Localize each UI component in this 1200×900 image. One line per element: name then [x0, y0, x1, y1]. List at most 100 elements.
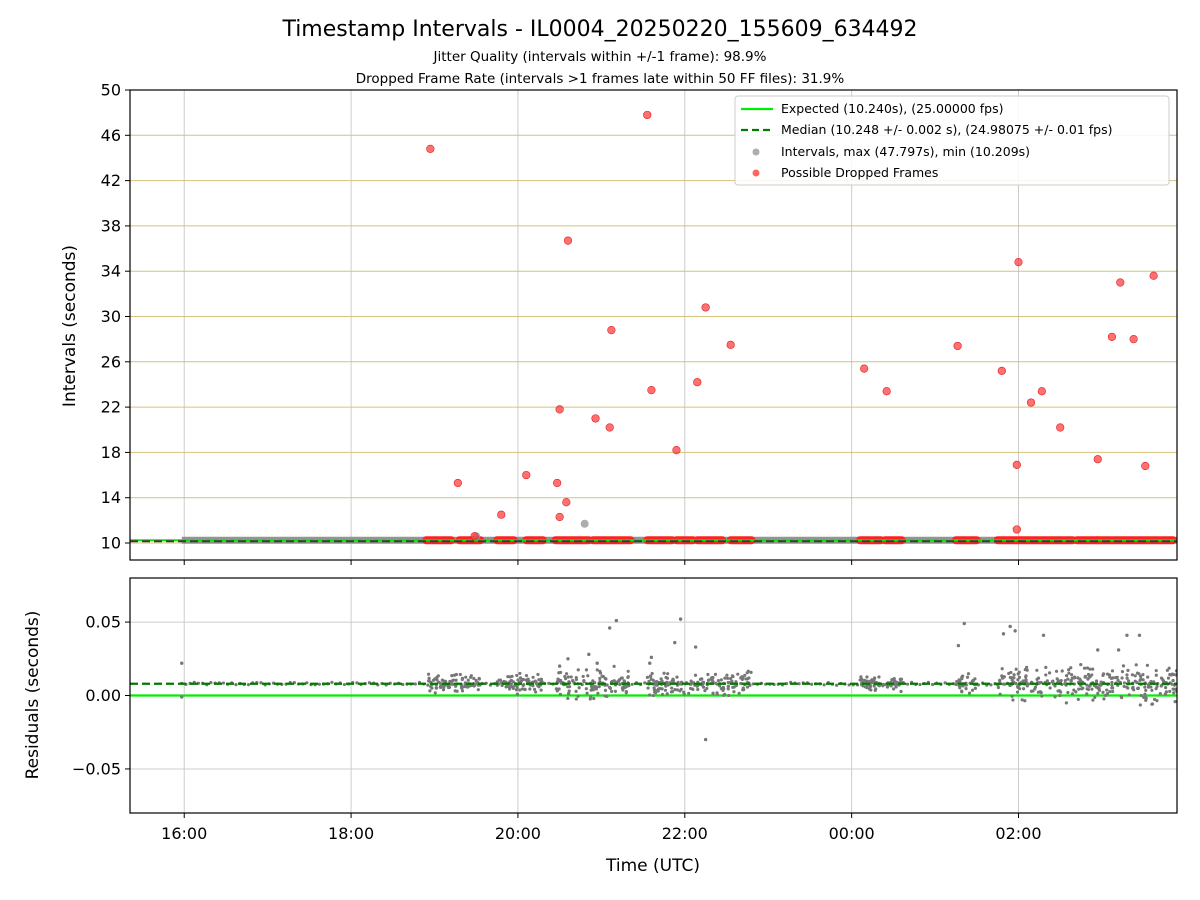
residual-point — [647, 679, 651, 684]
residual-point — [1122, 681, 1127, 685]
residual-point — [576, 668, 580, 672]
residual-point — [591, 679, 595, 683]
residual-point — [1142, 695, 1146, 700]
residual-point — [528, 687, 532, 691]
residual-point — [1044, 673, 1048, 677]
residual-outlier-0 — [180, 661, 184, 665]
top-plot-frame — [129, 89, 1178, 561]
residual-point — [703, 689, 707, 693]
residual-point — [520, 678, 524, 682]
dropped-point-26 — [1026, 398, 1036, 407]
residual-point — [603, 694, 607, 698]
residual-point — [747, 676, 751, 680]
residual-point — [626, 675, 630, 680]
residual-point — [472, 676, 476, 681]
residual-point — [1035, 668, 1039, 672]
legend-label-median: Median (10.248 +/- 0.002 s), (24.98075 +… — [781, 122, 1112, 137]
dropped-point-19 — [860, 364, 869, 373]
bottom-xtick-label-2: 20:00 — [495, 824, 541, 843]
residual-point — [1138, 674, 1143, 678]
residual-point — [1091, 667, 1095, 671]
residual-point — [515, 692, 520, 696]
residual-point — [670, 686, 674, 690]
residual-point — [574, 677, 579, 682]
residual-point — [1029, 689, 1034, 693]
residual-point — [713, 672, 718, 676]
residual-point — [1125, 673, 1129, 677]
residual-point — [454, 672, 459, 677]
residual-point — [1133, 679, 1137, 683]
residual-point — [498, 678, 503, 682]
residual-point — [613, 689, 617, 693]
residual-point — [473, 682, 477, 686]
top-ytick-label-10: 10 — [101, 534, 121, 553]
residual-point — [577, 686, 581, 690]
residual-point — [1101, 690, 1105, 694]
residual-point — [1122, 684, 1126, 689]
residual-point — [1121, 664, 1126, 668]
residual-point — [1163, 692, 1168, 696]
residual-point — [700, 677, 704, 681]
residual-point — [965, 675, 970, 679]
residual-point — [1033, 685, 1038, 689]
residual-point — [555, 687, 559, 691]
residual-point — [1085, 692, 1089, 696]
residual-point — [585, 691, 589, 695]
residual-point — [743, 673, 747, 677]
residual-point — [1154, 668, 1158, 673]
residual-point — [460, 689, 465, 693]
residual-point — [860, 677, 864, 681]
residual-point — [666, 672, 670, 676]
residual-point — [891, 687, 896, 691]
residual-point — [728, 676, 733, 681]
residual-point — [1136, 686, 1140, 691]
residual-point — [690, 681, 695, 685]
residual-point — [659, 677, 663, 681]
residual-point — [1172, 672, 1176, 677]
residual-point — [706, 672, 710, 677]
residual-point — [960, 689, 964, 693]
residual-point — [574, 689, 578, 694]
residual-point — [744, 677, 748, 681]
residual-point — [957, 678, 961, 682]
residual-point — [723, 676, 727, 680]
residual-point — [1152, 697, 1157, 702]
residual-point — [648, 693, 652, 697]
residual-point — [1143, 685, 1147, 689]
residual-point — [458, 672, 462, 677]
residual-point — [507, 687, 512, 691]
residual-point — [431, 678, 436, 682]
residual-point — [835, 683, 839, 687]
residual-outlier-23 — [1116, 648, 1121, 652]
residual-point — [1085, 666, 1090, 670]
residual-point — [495, 680, 499, 684]
residual-outlier-2 — [557, 664, 562, 668]
residual-point — [1003, 682, 1007, 686]
residual-point — [1050, 680, 1054, 684]
residual-point — [569, 675, 573, 679]
residual-point — [584, 687, 588, 691]
residual-point — [477, 676, 481, 681]
residual-point — [943, 681, 947, 685]
dropped-point-28 — [1056, 423, 1065, 432]
residual-point — [454, 678, 458, 682]
dropped-point-13 — [643, 110, 652, 120]
legend-swatch-intervals — [752, 148, 760, 156]
residual-point — [595, 668, 599, 672]
dropped-point-24 — [1012, 525, 1021, 534]
residual-point — [889, 684, 893, 688]
residual-outlier-10 — [673, 640, 677, 645]
residual-point — [1167, 666, 1171, 670]
residual-point — [1137, 672, 1141, 676]
residual-point — [566, 696, 570, 700]
residual-point — [1143, 692, 1147, 696]
residual-point — [537, 678, 541, 682]
residual-point — [877, 675, 881, 679]
residual-point — [1070, 692, 1075, 696]
residual-point — [682, 692, 686, 696]
residual-point — [973, 686, 977, 690]
residual-point — [892, 679, 896, 684]
interval-point-0 — [580, 519, 589, 528]
residual-point — [1120, 676, 1124, 680]
residual-point — [1012, 673, 1016, 677]
